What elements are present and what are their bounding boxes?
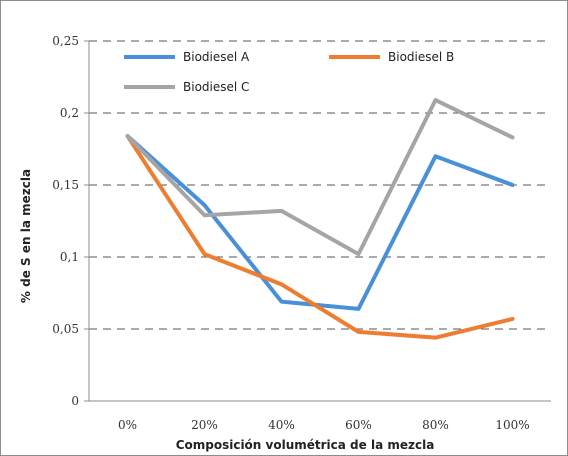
y-tick-label: 0,15: [52, 178, 79, 192]
legend: Biodiesel A Biodiesel B Biodiesel C: [124, 50, 454, 94]
y-tick-labels: 0 0,05 0,1 0,15 0,2 0,25: [52, 34, 89, 408]
x-tick-label: 100%: [495, 418, 529, 432]
x-tick-label: 0%: [118, 418, 137, 432]
x-tick-label: 60%: [345, 418, 372, 432]
y-tick-label: 0,05: [52, 322, 79, 336]
legend-label-biodiesel-b: Biodiesel B: [388, 50, 454, 64]
y-tick-label: 0,25: [52, 34, 79, 48]
legend-label-biodiesel-a: Biodiesel A: [183, 50, 250, 64]
y-tick-label: 0,1: [60, 250, 79, 264]
series-line-biodiesel-c: [125, 98, 515, 257]
x-tick-labels: 0% 20% 40% 60% 80% 100%: [118, 418, 530, 432]
series-line-biodiesel-b: [125, 134, 515, 340]
series-lines: [125, 98, 515, 340]
x-tick-label: 40%: [268, 418, 295, 432]
y-axis-title: % de S en la mezcla: [19, 169, 33, 303]
legend-label-biodiesel-c: Biodiesel C: [183, 80, 249, 94]
y-tick-label: 0: [71, 394, 79, 408]
x-axis-title: Composición volumétrica de la mezcla: [176, 438, 435, 452]
x-tick-label: 80%: [422, 418, 449, 432]
x-tick-label: 20%: [191, 418, 218, 432]
y-tick-label: 0,2: [60, 106, 79, 120]
series-line-biodiesel-a: [125, 134, 515, 311]
